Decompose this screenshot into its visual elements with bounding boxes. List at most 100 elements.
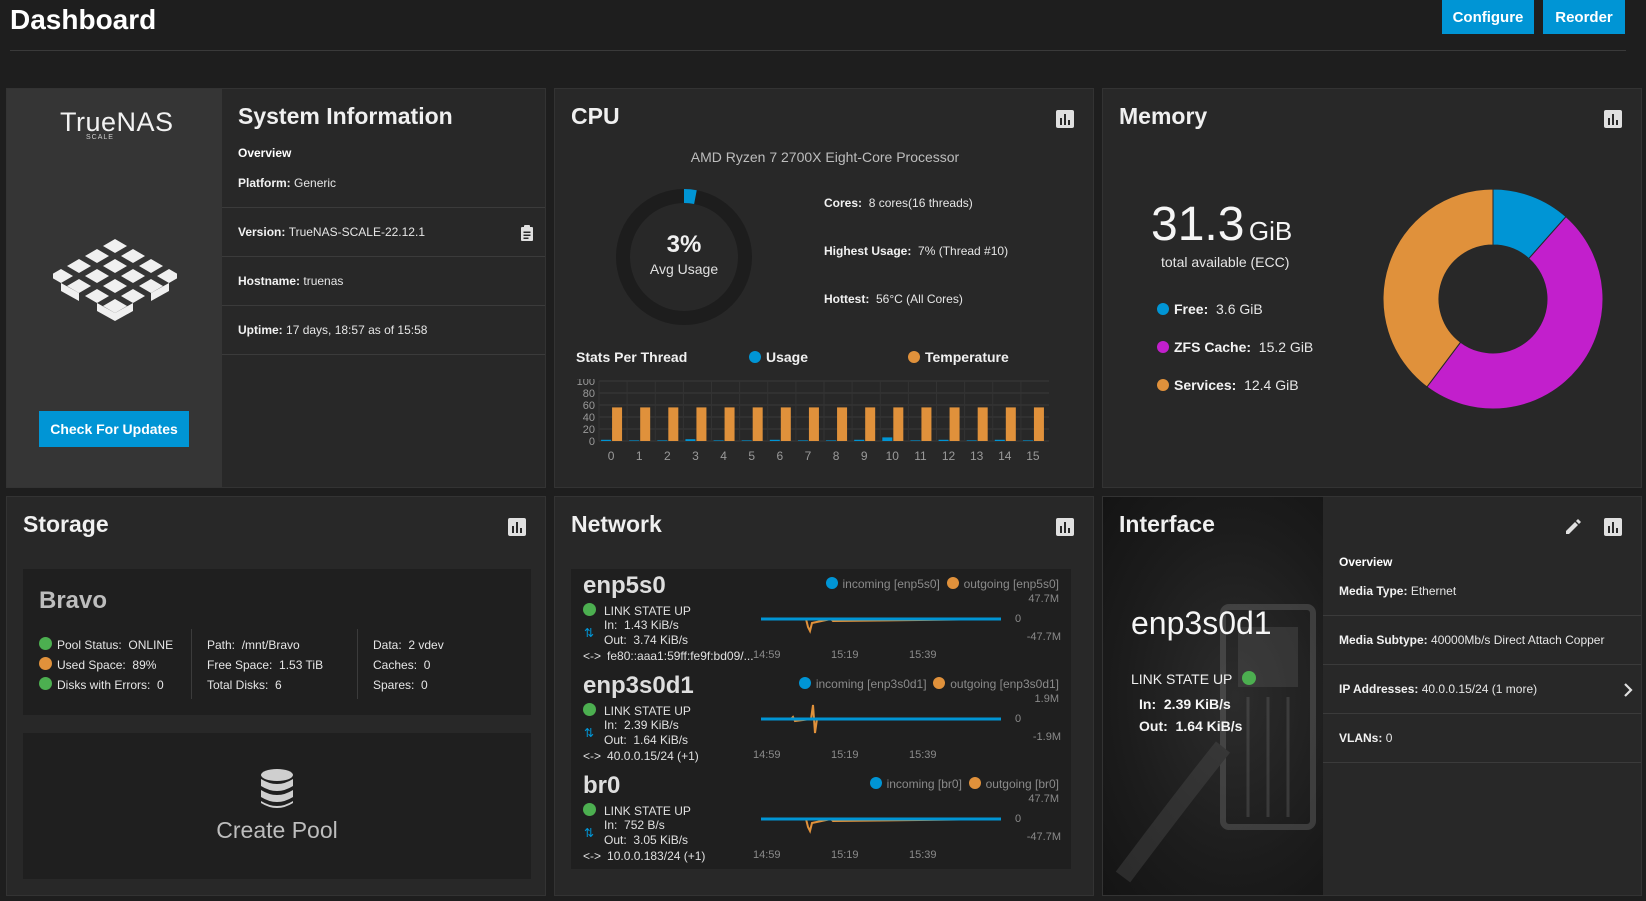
cpu-title: CPU [571,103,620,129]
outgoing-legend-swatch [968,777,981,789]
cpu-highest-label: Highest Usage: [824,244,912,258]
system-logo-panel: TrueNAS SCALE [7,89,222,487]
temperature-legend-swatch [908,351,920,363]
configure-button[interactable]: Configure [1442,0,1534,34]
temperature-bar-thread-4 [724,407,735,441]
link-arrows-icon: <-> [583,649,602,663]
x-tick-label: 6 [776,449,783,463]
outgoing-legend-swatch [933,677,946,689]
title-divider [10,50,1626,51]
usage-bar-thread-5 [741,440,752,441]
edit-pencil-icon[interactable] [1563,517,1583,537]
chevron-right-icon[interactable] [1623,683,1633,697]
truenas-mark-icon [53,239,177,321]
usage-bar-thread-4 [713,440,724,441]
platform-label: Platform: [238,176,291,190]
ip-addresses-row[interactable]: IP Addresses: 40.0.0.15/24 (1 more) [1323,665,1641,714]
storage-card: Storage Bravo Pool Status: ONLINE Used S… [6,496,546,896]
disk-errors-row: Disks with Errors: 0 [39,675,173,695]
pool-divider [191,629,192,699]
usage-bar-thread-7 [797,440,808,441]
usage-bar-thread-12 [938,439,949,441]
axis-max: 47.7M [1028,793,1059,805]
time-tick: 15:19 [831,749,859,761]
interface-in: In: 2.39 KiB/s [1139,696,1231,712]
cpu-highest-value: 7% (Thread #10) [918,244,1009,258]
link-state: LINK STATE UP [583,803,691,818]
x-tick-label: 12 [942,449,956,463]
pool-bravo[interactable]: Bravo Pool Status: ONLINE Used Space: 89… [23,569,531,715]
create-pool-tile[interactable]: Create Pool [23,733,531,879]
temperature-bar-thread-14 [1005,407,1016,441]
memory-subtitle: total available (ECC) [1161,254,1290,270]
x-tick-label: 13 [970,449,984,463]
reorder-button[interactable]: Reorder [1543,0,1625,34]
temperature-bar-thread-2 [668,407,679,441]
time-tick: 15:19 [831,849,859,861]
network-card: Network enp5s0 incoming [enp5s0] outgoing… [554,496,1094,896]
x-tick-label: 0 [608,449,615,463]
check-circle-icon [39,637,52,650]
cpu-hottest-label: Hottest: [824,292,870,306]
time-tick: 14:59 [753,849,781,861]
interface-reports-icon[interactable] [1603,517,1623,537]
axis-zero: 0 [1015,713,1022,725]
ip-address: <-> 10.0.0.183/24 (+1) [583,849,706,863]
traffic-out: Out: 1.64 KiB/s [604,733,689,747]
traffic-in: In: 1.43 KiB/s [604,618,679,632]
check-circle-icon [1242,671,1257,685]
check-circle-icon [583,603,596,616]
axis-zero: 0 [1015,613,1022,625]
free-legend-swatch [1157,303,1169,315]
axis-min: -1.9M [1032,731,1061,743]
cpu-cores-label: Cores: [824,196,863,210]
system-overview-label: Overview [238,146,292,160]
interface-name: enp5s0 [583,572,666,599]
pool-health-column: Pool Status: ONLINE Used Space: 89% Disk… [39,635,173,695]
pool-topology-column: Data: 2 vdev Caches: 0 Spares: 0 [373,638,444,692]
interface-title: Interface [1119,511,1215,537]
link-state: LINK STATE UP [583,703,691,718]
link-arrows-icon: <-> [583,849,602,863]
check-for-updates-button[interactable]: Check For Updates [39,411,189,447]
system-information-title: System Information [238,103,453,129]
transfer-arrows-icon: ⇅ [584,826,595,840]
clipboard-icon[interactable] [520,225,534,241]
x-tick-label: 11 [914,449,927,463]
traffic-out: Out: 3.74 KiB/s [604,633,689,647]
traffic-sparkline [761,817,1002,834]
platform-row: Platform: Generic [222,159,545,208]
usage-bar-thread-8 [826,440,837,441]
network-interface-enp5s0[interactable]: enp5s0 incoming [enp5s0] outgoing [enp5s0… [571,569,1071,669]
time-tick: 15:39 [909,749,937,761]
y-tick-label: 80 [583,388,595,400]
services-slice [1382,188,1494,388]
network-reports-icon[interactable] [1055,517,1075,537]
stats-per-thread-title: Stats Per Thread [576,349,688,365]
interface-name: enp3s0d1 [583,672,694,699]
outgoing-legend-swatch [946,577,959,589]
pool-space-column: Path: /mnt/Bravo Free Space: 1.53 TiB To… [207,638,324,692]
version-label: Version: [238,225,286,239]
time-tick: 15:39 [909,649,937,661]
cpu-model: AMD Ryzen 7 2700X Eight-Core Processor [690,149,960,165]
x-tick-label: 8 [833,449,840,463]
usage-bar-thread-14 [994,439,1005,441]
memory-reports-icon[interactable] [1603,109,1623,129]
x-tick-label: 1 [636,449,643,463]
cpu-hottest-value: 56°C (All Cores) [876,292,963,306]
temperature-bar-thread-8 [837,407,848,441]
temperature-bar-thread-1 [640,407,651,441]
storage-reports-icon[interactable] [507,517,527,537]
interface-card: Interface enp3s0d1 LINK STATE UP In: 2.3… [1102,496,1642,896]
network-interface-enp3s0d1[interactable]: enp3s0d1 incoming [enp3s0d1] outgoing [en… [571,669,1071,769]
cpu-reports-icon[interactable] [1055,109,1075,129]
hostname-label: Hostname: [238,274,301,288]
x-tick-label: 9 [861,449,868,463]
cpu-highest-row: Highest Usage: 7% (Thread #10) [824,244,1008,258]
network-interface-br0[interactable]: br0 incoming [br0] outgoing [br0] LINK STA… [571,769,1071,869]
traffic-in: In: 752 B/s [604,818,665,832]
traffic-in: In: 2.39 KiB/s [604,718,679,732]
interface-image-panel [1103,497,1323,895]
transfer-arrows-icon: ⇅ [584,626,595,640]
